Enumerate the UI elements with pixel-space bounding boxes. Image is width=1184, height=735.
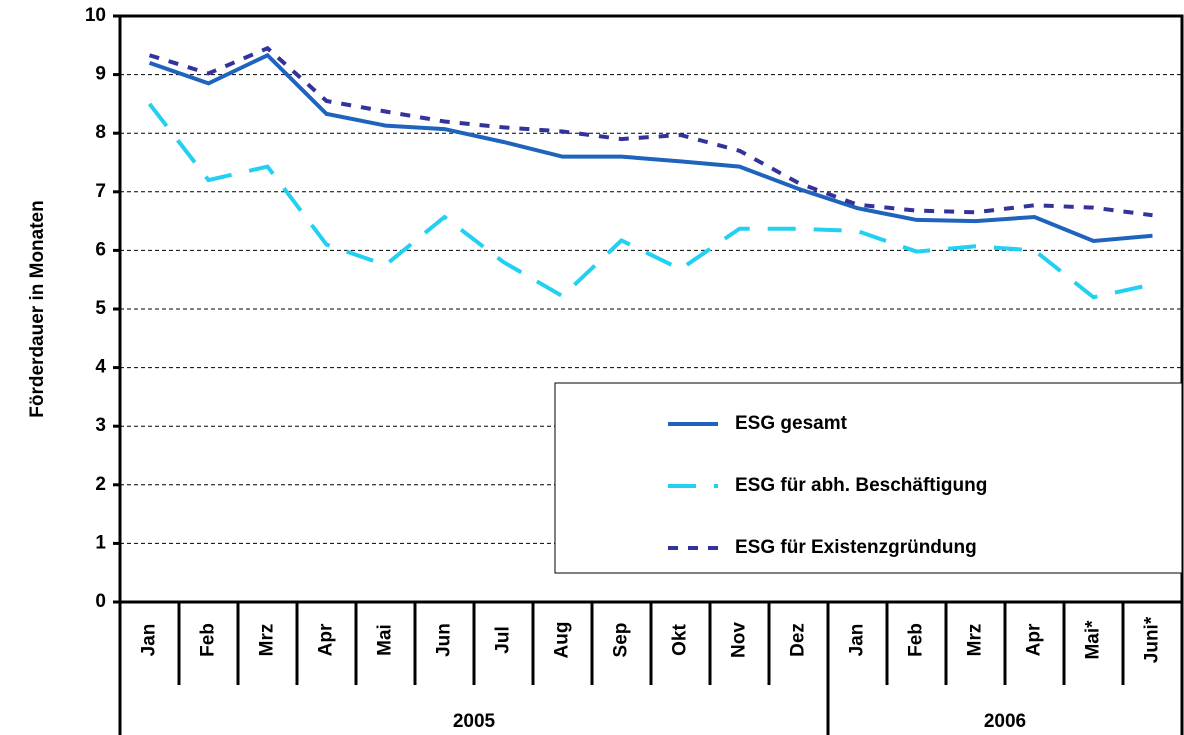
- x-tick-label: Feb: [198, 623, 219, 657]
- series-line: [148, 45, 1153, 218]
- y-axis-label: Förderdauer in Monaten: [27, 200, 48, 417]
- y-tick-label: 6: [95, 239, 106, 260]
- legend-label: ESG gesamt: [735, 413, 848, 434]
- x-tick-label: Jul: [493, 626, 514, 653]
- x-tick-label: Mrz: [965, 624, 986, 657]
- x-tick-label: Feb: [906, 623, 927, 657]
- legend-box: [554, 382, 1183, 574]
- x-tick-label: Mrz: [257, 624, 278, 657]
- y-tick-label: 9: [95, 64, 106, 85]
- y-tick-label: 0: [95, 591, 106, 612]
- series-line: [147, 102, 1153, 300]
- x-tick-label: Dez: [788, 623, 809, 657]
- y-tick-label: 1: [95, 532, 106, 553]
- series-line: [148, 52, 1153, 244]
- x-tick-label: Juni*: [1142, 616, 1163, 663]
- group-label: 2006: [984, 711, 1026, 732]
- group-label: 2005: [453, 711, 496, 732]
- x-tick-label: Aug: [552, 622, 573, 659]
- x-tick-label: Nov: [729, 622, 750, 658]
- x-tick-label: Sep: [611, 623, 632, 658]
- y-tick-label: 8: [95, 122, 106, 143]
- x-tick-label: Mai*: [1083, 620, 1104, 660]
- x-tick-label: Apr: [316, 623, 337, 656]
- x-tick-label: Jan: [847, 624, 868, 657]
- legend-label: ESG für abh. Beschäftigung: [735, 475, 987, 496]
- y-tick-label: 5: [95, 298, 106, 319]
- x-tick-label: Jan: [139, 624, 160, 657]
- y-tick-label: 7: [95, 181, 106, 202]
- legend-label: ESG für Existenzgründung: [735, 537, 977, 558]
- y-tick-label: 3: [95, 415, 106, 436]
- y-tick-label: 4: [95, 357, 106, 378]
- x-tick-label: Apr: [1024, 623, 1045, 656]
- x-tick-label: Jun: [434, 623, 455, 657]
- x-tick-label: Okt: [670, 623, 691, 655]
- y-tick-label: 10: [85, 5, 106, 26]
- y-tick-label: 2: [95, 474, 106, 495]
- x-tick-label: Mai: [375, 624, 396, 656]
